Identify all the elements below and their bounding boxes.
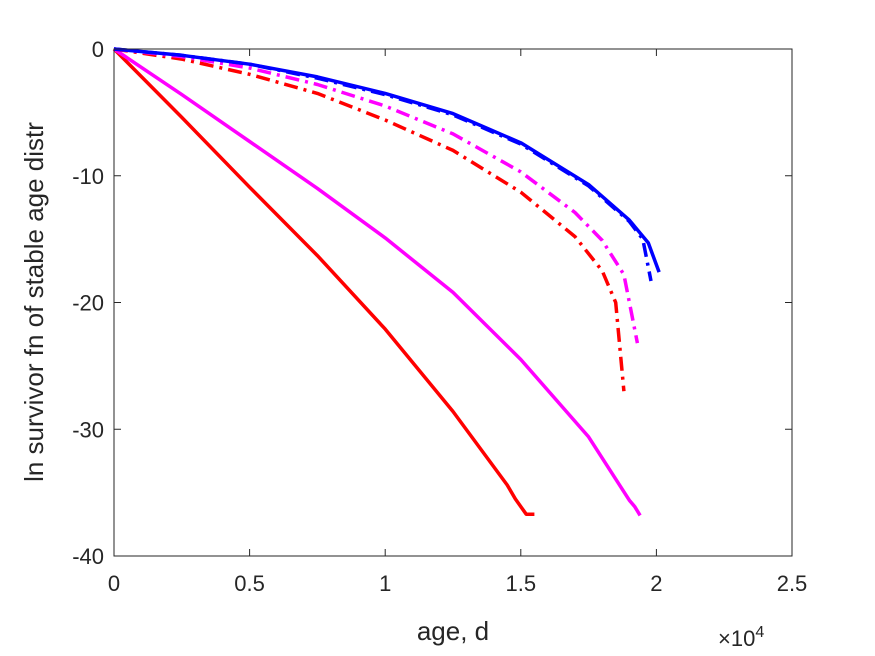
x-axis-exponent-base: ×10 [718, 626, 755, 651]
y-axis-ticks: 0 -10 -20 -30 -40 [72, 37, 792, 569]
y-tick-label: -10 [72, 164, 104, 189]
y-tick-label: -20 [72, 291, 104, 316]
x-axis-ticks: 0 0.5 1 1.5 2 2.5 [108, 49, 807, 596]
series-line-3 [113, 47, 626, 392]
x-axis-exponent-label: ×104 [718, 624, 764, 651]
y-tick-label: -30 [72, 417, 104, 442]
series-line-1 [112, 47, 535, 516]
y-tick-label: -40 [72, 544, 104, 569]
series-line-4 [113, 47, 640, 344]
y-tick-label: 0 [92, 37, 104, 62]
series-layer [112, 47, 661, 517]
x-axis-exponent-power: 4 [755, 624, 764, 641]
series-line-6 [113, 47, 661, 273]
y-axis-label: ln survivor fn of stable age distr [19, 122, 49, 482]
x-tick-label: 1 [379, 571, 391, 596]
x-tick-label: 0.5 [234, 571, 265, 596]
series-line-2 [113, 47, 642, 517]
x-axis-label: age, d [417, 616, 489, 646]
x-tick-label: 2 [650, 571, 662, 596]
x-tick-label: 2.5 [777, 571, 808, 596]
plot-area [114, 49, 792, 556]
x-tick-label: 0 [108, 571, 120, 596]
x-tick-label: 1.5 [506, 571, 537, 596]
